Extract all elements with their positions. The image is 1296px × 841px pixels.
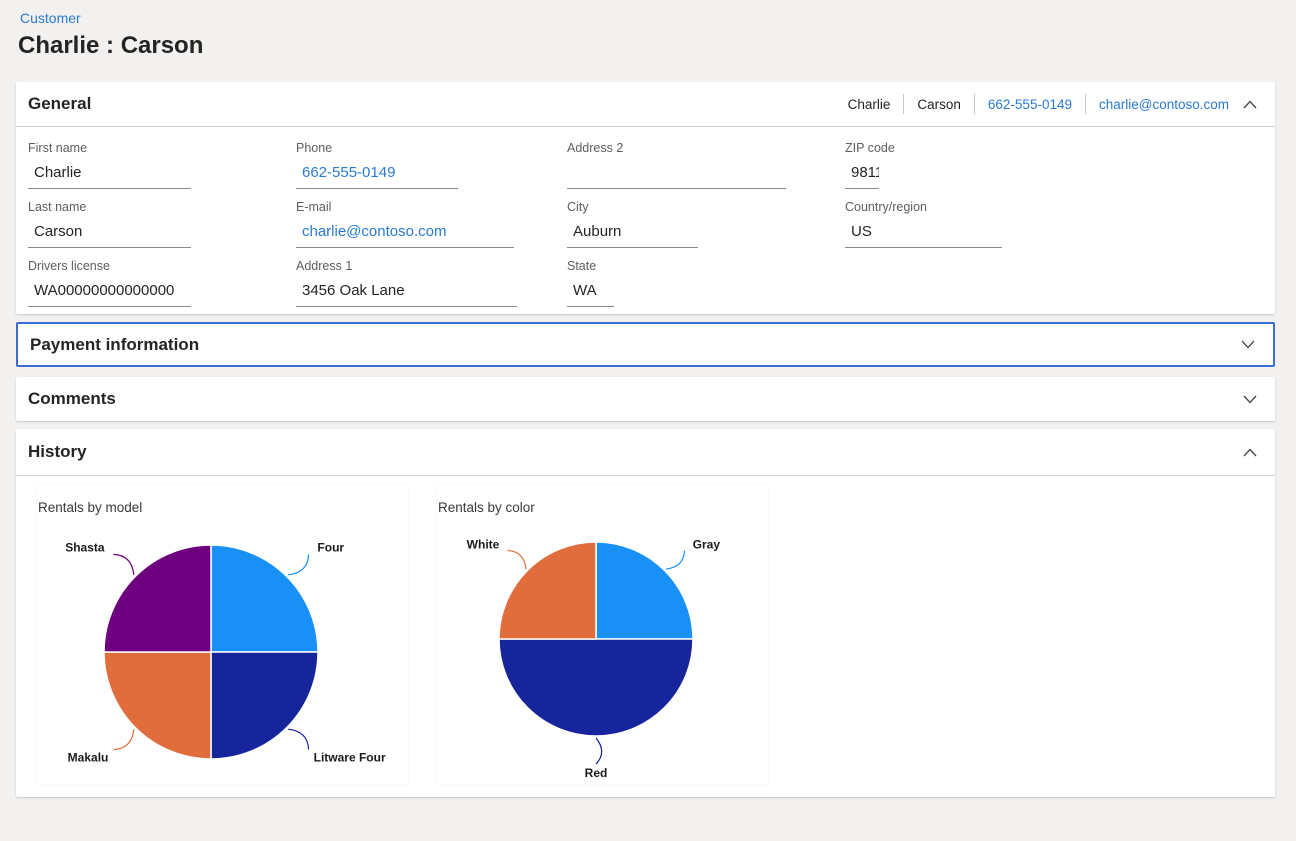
field-label: Address 2 — [567, 141, 624, 155]
pie-label-white: White — [467, 537, 500, 551]
pie-label-leader-line — [665, 550, 686, 570]
payment-information-title: Payment information — [30, 334, 200, 354]
pie-label-gray: Gray — [693, 537, 721, 551]
field-label: Phone — [296, 141, 333, 155]
field-input-phone[interactable]: 662-555-0149 — [296, 159, 458, 189]
field-last-name: Last name Carson — [28, 199, 191, 248]
pie-slice-white — [498, 541, 597, 640]
field-label: E-mail — [296, 200, 332, 214]
general-section-title: General — [28, 94, 92, 113]
payment-information-section: Payment information — [16, 322, 1275, 367]
rentals-by-color-chart: Rentals by color Gray Red White — [437, 484, 768, 784]
payment-information-header[interactable]: Payment information — [18, 324, 1273, 365]
chevron-up-icon[interactable] — [1243, 448, 1257, 457]
field-input-first-name[interactable]: Charlie — [28, 159, 191, 189]
summary-separator — [973, 94, 975, 114]
general-section: General Charlie Carson 662-555-0149 char… — [16, 82, 1275, 314]
field-input-e-mail[interactable]: charlie@contoso.com — [296, 218, 514, 248]
field-label: ZIP code — [845, 141, 895, 155]
pie-chart-rentals-by-color: Gray Red White — [467, 537, 721, 780]
pie-label-litware-four: Litware Four — [314, 751, 386, 765]
comments-header[interactable]: Comments — [16, 377, 1275, 421]
pie-slice-litware-four — [210, 651, 319, 760]
pie-label-four: Four — [317, 541, 344, 555]
field-label: State — [567, 259, 597, 273]
field-input-last-name[interactable]: Carson — [28, 218, 191, 248]
field-address-2: Address 2 — [567, 140, 786, 189]
summary-phone-link[interactable]: 662-555-0149 — [987, 96, 1072, 112]
history-header[interactable]: History — [16, 429, 1275, 475]
pie-label-leader-line — [288, 728, 310, 750]
field-input-country-region[interactable]: US — [845, 218, 1002, 248]
chevron-up-icon[interactable] — [1243, 100, 1257, 109]
field-column-4: ZIP code 98116 Country/region US — [845, 140, 1002, 258]
pie-slice-four — [210, 544, 319, 653]
field-country-region: Country/region US — [845, 199, 1002, 248]
summary-last-name: Carson — [917, 96, 961, 112]
general-section-header[interactable]: General Charlie Carson 662-555-0149 char… — [16, 82, 1275, 126]
pie-chart-rentals-by-model: Four Litware Four Makalu Shasta — [65, 541, 386, 765]
chevron-down-icon[interactable] — [1243, 395, 1257, 404]
history-section: History Rentals by model Four Litware Fou… — [16, 429, 1275, 797]
summary-email-link[interactable]: charlie@contoso.com — [1098, 96, 1229, 112]
chart-title: Rentals by color — [438, 500, 535, 515]
field-address-1: Address 1 3456 Oak Lane — [296, 258, 517, 307]
field-phone: Phone 662-555-0149 — [296, 140, 517, 189]
field-zip-code: ZIP code 98116 — [845, 140, 1002, 189]
summary-separator — [903, 94, 905, 114]
comments-title: Comments — [28, 389, 116, 408]
pie-slice-shasta — [103, 544, 212, 653]
pie-label-makalu: Makalu — [68, 751, 109, 765]
pie-label-leader-line — [288, 554, 310, 576]
field-column-3: Address 2 City Auburn State WA — [567, 140, 786, 317]
field-label: Country/region — [845, 200, 927, 214]
summary-first-name: Charlie — [847, 96, 891, 112]
chevron-down-icon[interactable] — [1241, 340, 1255, 349]
comments-section: Comments — [16, 377, 1275, 421]
pie-slice-gray — [595, 541, 694, 640]
field-city: City Auburn — [567, 199, 786, 248]
breadcrumb-customer[interactable]: Customer — [20, 10, 81, 26]
field-label: Drivers license — [28, 259, 110, 273]
field-input-address-1[interactable]: 3456 Oak Lane — [296, 277, 517, 307]
history-title: History — [28, 442, 87, 461]
field-label: First name — [28, 141, 88, 155]
customer-detail-page: Customer Charlie : Carson General Charli… — [16, 10, 1275, 797]
field-label: Last name — [28, 200, 87, 214]
header-divider — [16, 126, 1275, 127]
pie-label-shasta: Shasta — [65, 541, 105, 555]
rentals-by-model-chart: Rentals by model Four Litware Four Makalu S… — [37, 484, 408, 784]
general-summary: Charlie Carson 662-555-0149 charlie@cont… — [848, 94, 1229, 114]
page-title: Charlie : Carson — [18, 32, 204, 59]
field-input-state[interactable]: WA — [567, 277, 614, 307]
field-input-drivers-license[interactable]: WA00000000000000 — [28, 277, 191, 307]
history-charts-area: Rentals by model Four Litware Four Makalu S… — [16, 476, 1275, 797]
header-divider — [16, 475, 1275, 476]
summary-separator — [1084, 94, 1086, 114]
pie-slice-red — [498, 638, 694, 737]
pie-label-leader-line — [595, 737, 603, 765]
field-state: State WA — [567, 258, 786, 307]
field-drivers-license: Drivers license WA00000000000000 — [28, 258, 191, 307]
field-e-mail: E-mail charlie@contoso.com — [296, 199, 517, 248]
pie-slice-makalu — [103, 651, 212, 760]
pie-label-leader-line — [113, 729, 135, 751]
pie-label-leader-line — [507, 549, 527, 570]
general-fields-grid: First name Charlie Last name Carson Drivers … — [16, 127, 1275, 314]
field-label: Address 1 — [296, 259, 353, 273]
field-column-2: Phone 662-555-0149 E-mail charlie@contoso.c… — [296, 140, 517, 317]
field-input-zip-code[interactable]: 98116 — [845, 159, 879, 189]
chart-title: Rentals by model — [38, 500, 143, 515]
field-column-1: First name Charlie Last name Carson Drivers … — [28, 140, 191, 317]
pie-label-leader-line — [113, 553, 135, 575]
field-first-name: First name Charlie — [28, 140, 191, 189]
field-input-address-2[interactable] — [567, 159, 786, 189]
pie-label-red: Red — [585, 766, 608, 780]
field-input-city[interactable]: Auburn — [567, 218, 698, 248]
field-label: City — [567, 200, 589, 214]
